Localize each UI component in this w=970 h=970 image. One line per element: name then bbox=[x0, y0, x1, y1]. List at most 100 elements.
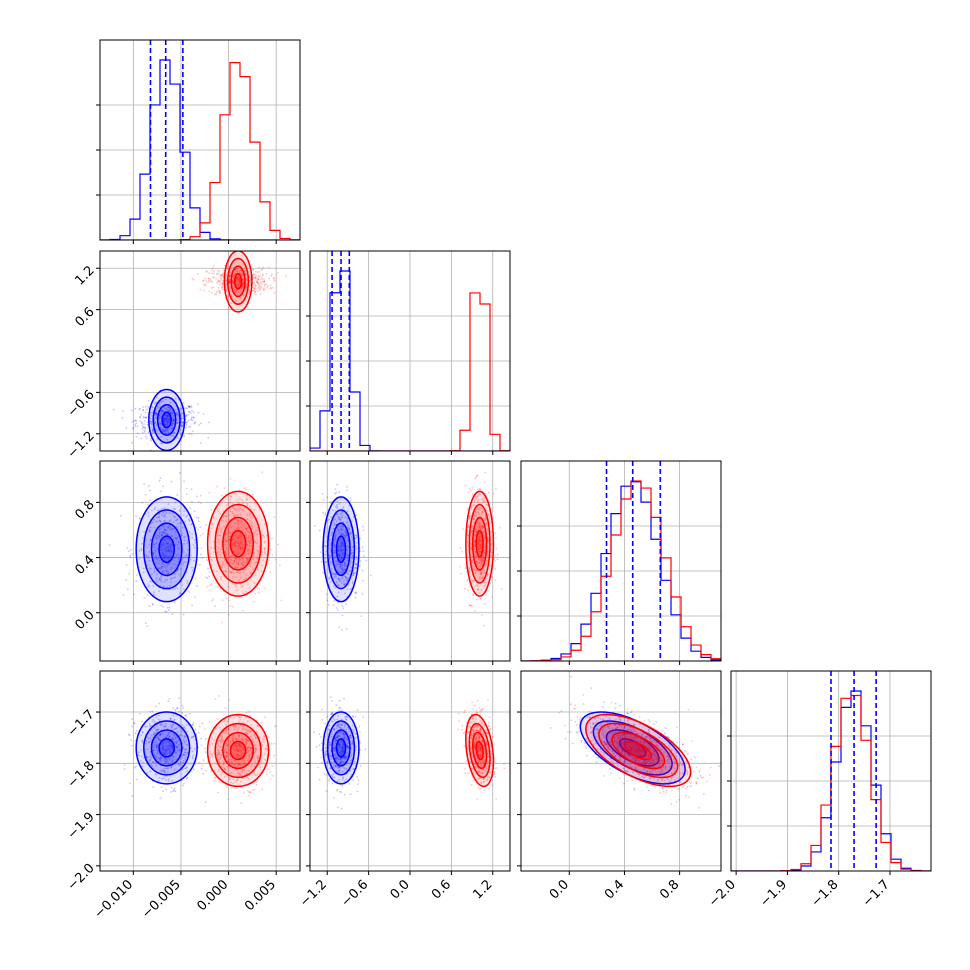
scatter-point bbox=[190, 419, 193, 421]
scatter-point bbox=[355, 534, 358, 537]
scatter-point bbox=[197, 529, 200, 531]
scatter-point bbox=[337, 577, 339, 580]
scatter-point bbox=[326, 715, 329, 718]
scatter-point bbox=[168, 415, 170, 418]
scatter-point bbox=[135, 729, 138, 732]
scatter-point bbox=[481, 557, 483, 560]
scatter-point bbox=[198, 761, 201, 764]
scatter-point bbox=[221, 566, 224, 568]
scatter-point bbox=[164, 419, 167, 422]
scatter-point bbox=[185, 424, 188, 426]
scatter-point bbox=[239, 542, 242, 544]
scatter-point bbox=[350, 556, 353, 559]
scatter-point bbox=[144, 428, 147, 430]
scatter-point bbox=[155, 412, 158, 415]
scatter-point bbox=[156, 438, 159, 440]
scatter-point bbox=[256, 557, 258, 560]
scatter-point bbox=[243, 487, 246, 490]
scatter-point bbox=[361, 579, 364, 582]
scatter-point bbox=[234, 542, 237, 544]
scatter-point bbox=[246, 544, 249, 546]
scatter-point bbox=[165, 430, 167, 432]
scatter-point bbox=[229, 298, 232, 301]
scatter-point bbox=[229, 605, 232, 607]
scatter-point bbox=[217, 286, 220, 289]
scatter-point bbox=[163, 532, 166, 534]
scatter-point bbox=[496, 553, 499, 556]
scatter-point bbox=[168, 406, 171, 409]
scatter-point bbox=[254, 277, 257, 279]
scatter-point bbox=[175, 519, 177, 522]
scatter-point bbox=[352, 779, 355, 782]
scatter-point bbox=[165, 417, 168, 420]
scatter-point bbox=[234, 557, 236, 560]
scatter-point bbox=[233, 572, 235, 574]
scatter-point bbox=[171, 427, 173, 430]
scatter-point bbox=[211, 269, 213, 272]
scatter-point bbox=[168, 606, 171, 609]
scatter-point bbox=[150, 522, 153, 524]
scatter-point bbox=[342, 506, 345, 508]
scatter-point bbox=[345, 603, 347, 606]
scatter-point bbox=[119, 514, 122, 517]
scatter-point bbox=[351, 536, 353, 538]
scatter-point bbox=[238, 280, 241, 282]
scatter-point bbox=[174, 708, 177, 711]
scatter-point bbox=[362, 525, 364, 528]
scatter-point bbox=[150, 568, 153, 570]
scatter-point bbox=[227, 556, 229, 559]
scatter-point bbox=[188, 591, 190, 593]
scatter-point bbox=[280, 599, 283, 602]
scatter-point bbox=[167, 549, 170, 552]
scatter-point bbox=[348, 528, 351, 531]
scatter-point bbox=[228, 539, 231, 541]
scatter-point bbox=[338, 517, 341, 520]
scatter-point bbox=[477, 512, 480, 514]
scatter-point bbox=[249, 539, 252, 542]
scatter-point bbox=[335, 533, 337, 536]
scatter-point bbox=[480, 540, 483, 542]
scatter-point bbox=[145, 437, 148, 440]
scatter-point bbox=[228, 281, 231, 284]
scatter-point bbox=[172, 419, 175, 422]
scatter-point bbox=[161, 533, 163, 536]
scatter-point bbox=[237, 291, 240, 294]
scatter-point bbox=[243, 568, 245, 571]
scatter-point bbox=[183, 588, 185, 590]
scatter-point bbox=[210, 527, 213, 530]
scatter-point bbox=[255, 529, 257, 531]
scatter-point bbox=[212, 276, 215, 279]
scatter-point bbox=[238, 536, 241, 539]
scatter-point bbox=[136, 425, 139, 428]
scatter-point bbox=[162, 411, 165, 414]
scatter-point bbox=[253, 539, 256, 542]
scatter-point bbox=[237, 542, 239, 545]
scatter-point bbox=[253, 788, 256, 791]
scatter-point bbox=[207, 567, 209, 570]
scatter-point bbox=[172, 577, 175, 579]
scatter-point bbox=[272, 286, 274, 289]
scatter-point bbox=[340, 529, 343, 531]
scatter-point bbox=[333, 585, 335, 587]
contour-red bbox=[206, 490, 270, 597]
scatter-point bbox=[258, 551, 260, 553]
scatter-point bbox=[245, 557, 248, 560]
panel-content bbox=[521, 461, 721, 661]
scatter-point bbox=[212, 551, 215, 553]
scatter-point bbox=[160, 604, 163, 606]
scatter-point bbox=[155, 413, 158, 416]
scatter-point bbox=[165, 415, 168, 417]
scatter-point bbox=[246, 543, 249, 546]
scatter-point bbox=[217, 534, 219, 537]
contour-red bbox=[214, 503, 262, 584]
scatter-point bbox=[168, 418, 171, 421]
scatter-point bbox=[229, 286, 232, 288]
scatter-point bbox=[167, 418, 170, 420]
scatter-point bbox=[181, 704, 184, 707]
scatter-point bbox=[142, 571, 145, 574]
scatter-point bbox=[170, 427, 173, 430]
scatter-point bbox=[198, 424, 200, 426]
scatter-point bbox=[254, 286, 257, 289]
scatter-point bbox=[245, 278, 248, 281]
scatter-point bbox=[230, 302, 233, 304]
